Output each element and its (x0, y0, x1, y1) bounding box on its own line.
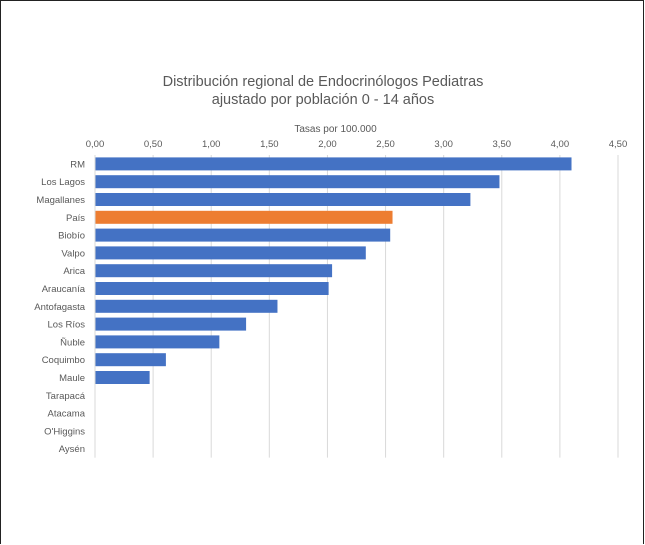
chart-subtitle: ajustado por población 0 - 14 años (211, 92, 435, 108)
x-tick-label: 1,50 (260, 139, 279, 150)
category-label: Tarapacá (46, 391, 86, 402)
category-label: Valpo (61, 248, 85, 259)
bar (95, 157, 572, 171)
x-tick-label: 3,50 (493, 139, 512, 150)
x-axis-label: Tasas por 100.000 (294, 124, 377, 135)
category-label: RM (70, 159, 85, 170)
bar (95, 264, 333, 278)
category-label: Ñuble (60, 337, 85, 348)
bar (95, 353, 166, 367)
category-label: Biobío (58, 231, 85, 242)
bar (95, 175, 500, 189)
bar (95, 246, 366, 260)
category-label: Araucanía (42, 284, 86, 295)
x-tick-label: 2,00 (318, 139, 337, 150)
bar (95, 210, 393, 224)
category-label: O'Higgins (44, 426, 85, 437)
bar (95, 335, 220, 349)
category-label: Magallanes (36, 195, 85, 206)
category-label: Coquimbo (42, 355, 85, 366)
x-tick-label: 0,50 (144, 139, 163, 150)
category-label: Maule (59, 373, 85, 384)
bar (95, 282, 329, 295)
x-tick-label: 0,00 (86, 139, 105, 150)
x-tick-label: 1,00 (202, 139, 221, 150)
bar (95, 193, 471, 206)
bar (95, 228, 391, 242)
chart-title: Distribución regional de Endocrinólogos … (162, 74, 484, 90)
category-label: Antofagasta (34, 302, 85, 313)
bar (95, 317, 247, 331)
x-tick-label: 4,50 (609, 139, 628, 150)
x-tick-label: 3,00 (434, 139, 453, 150)
bar (95, 299, 278, 313)
category-label: Los Ríos (48, 320, 86, 331)
category-label: País (66, 213, 85, 224)
bar (95, 371, 150, 384)
category-label: Aysén (59, 444, 85, 455)
category-label: Arica (63, 266, 85, 277)
category-label: Atacama (48, 409, 86, 420)
x-tick-label: 4,00 (551, 139, 570, 150)
x-tick-label: 2,50 (376, 139, 395, 150)
category-label: Los Lagos (41, 177, 85, 188)
